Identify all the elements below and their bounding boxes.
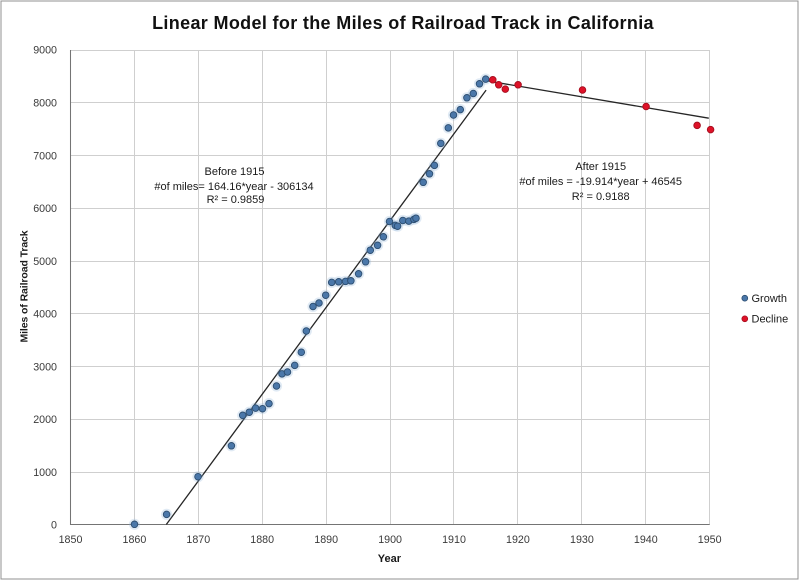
svg-text:1870: 1870 [186,534,210,546]
svg-text:0: 0 [51,520,57,532]
svg-text:Decline: Decline [752,314,789,326]
svg-text:1890: 1890 [314,534,338,546]
svg-text:After 1915: After 1915 [575,161,626,173]
svg-text:1900: 1900 [378,534,402,546]
svg-text:Year: Year [378,553,402,565]
svg-text:4000: 4000 [33,309,57,321]
svg-text:#of miles = -19.914*year + 465: #of miles = -19.914*year + 46545 [519,176,682,188]
svg-text:R² = 0.9188: R² = 0.9188 [572,191,630,203]
svg-text:1880: 1880 [250,534,274,546]
svg-text:1000: 1000 [33,467,57,479]
svg-text:Miles of Railroad Track: Miles of Railroad Track [19,230,31,342]
svg-text:1850: 1850 [59,534,83,546]
svg-text:1950: 1950 [698,534,722,546]
svg-text:8000: 8000 [33,98,57,110]
svg-text:6000: 6000 [33,203,57,215]
svg-text:1940: 1940 [634,534,658,546]
svg-text:7000: 7000 [33,150,57,162]
svg-text:#of miles= 164.16*year - 30613: #of miles= 164.16*year - 306134 [154,181,313,193]
svg-text:9000: 9000 [33,45,57,57]
svg-text:Linear Model for the Miles of: Linear Model for the Miles of Railroad T… [152,13,654,33]
svg-text:1910: 1910 [442,534,466,546]
svg-text:Before 1915: Before 1915 [205,166,265,178]
svg-text:1930: 1930 [570,534,594,546]
svg-text:2000: 2000 [33,414,57,426]
svg-text:3000: 3000 [33,361,57,373]
svg-text:R² = 0.9859: R² = 0.9859 [207,194,265,206]
svg-text:1860: 1860 [123,534,147,546]
svg-text:1920: 1920 [506,534,530,546]
svg-text:Growth: Growth [752,293,787,305]
svg-text:5000: 5000 [33,256,57,268]
